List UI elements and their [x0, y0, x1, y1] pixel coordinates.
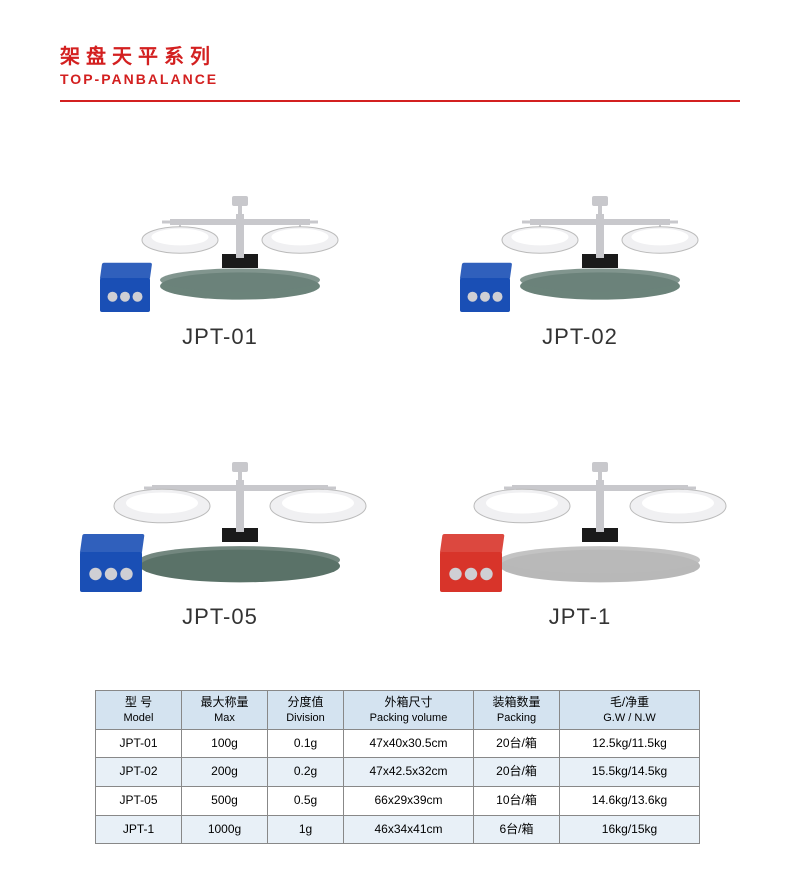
product-item: JPT-1 — [420, 370, 740, 630]
table-header-cell: 外箱尺寸 Packing volume — [344, 691, 474, 730]
header-cn: 装箱数量 — [492, 695, 540, 709]
header-cn: 分度值 — [287, 695, 323, 709]
table-cell: 20台/箱 — [474, 758, 560, 787]
product-label: JPT-02 — [542, 324, 618, 350]
balance-icon — [450, 156, 710, 316]
header-cn: 毛/净重 — [610, 695, 649, 709]
header-en: Model — [102, 711, 175, 725]
table-header-cell: 最大称量 Max — [182, 691, 268, 730]
table-cell: JPT-02 — [96, 758, 182, 787]
header-divider — [60, 100, 740, 102]
table-row: JPT-02200g0.2g47x42.5x32cm20台/箱15.5kg/14… — [96, 758, 700, 787]
table-row: JPT-05500g0.5g66x29x39cm10台/箱14.6kg/13.6… — [96, 787, 700, 816]
table-cell: 6台/箱 — [474, 815, 560, 844]
header-cn: 型 号 — [125, 695, 152, 709]
table-cell: 16kg/15kg — [560, 815, 700, 844]
table-cell: 100g — [182, 729, 268, 758]
title-chinese: 架盘天平系列 — [60, 40, 218, 69]
table-cell: 20台/箱 — [474, 729, 560, 758]
header-cn: 最大称量 — [200, 695, 248, 709]
product-item: JPT-05 — [60, 370, 380, 630]
table-cell: 1000g — [182, 815, 268, 844]
table-cell: 10台/箱 — [474, 787, 560, 816]
header-en: Max — [188, 711, 261, 725]
product-item: JPT-02 — [420, 120, 740, 350]
table-header-cell: 分度值 Division — [268, 691, 344, 730]
table-row: JPT-11000g1g46x34x41cm6台/箱16kg/15kg — [96, 815, 700, 844]
product-label: JPT-05 — [182, 604, 258, 630]
table-cell: 500g — [182, 787, 268, 816]
table-cell: 0.5g — [268, 787, 344, 816]
table-cell: 12.5kg/11.5kg — [560, 729, 700, 758]
table-cell: 0.2g — [268, 758, 344, 787]
table-cell: 47x40x30.5cm — [344, 729, 474, 758]
table-row: JPT-01100g0.1g47x40x30.5cm20台/箱12.5kg/11… — [96, 729, 700, 758]
balance-icon — [70, 416, 370, 596]
spec-table: 型 号 Model 最大称量 Max 分度值 Division 外箱尺寸 Packing vo… — [95, 690, 700, 844]
product-label: JPT-1 — [549, 604, 611, 630]
table-cell: JPT-05 — [96, 787, 182, 816]
header-en: Division — [274, 711, 337, 725]
table-cell: 14.6kg/13.6kg — [560, 787, 700, 816]
page-header: 架盘天平系列 TOP-PANBALANCE — [60, 40, 218, 87]
header-en: Packing — [480, 711, 553, 725]
table-body: JPT-01100g0.1g47x40x30.5cm20台/箱12.5kg/11… — [96, 729, 700, 843]
table-cell: 1g — [268, 815, 344, 844]
header-cn: 外箱尺寸 — [384, 695, 432, 709]
header-en: G.W / N.W — [566, 711, 693, 725]
header-en: Packing volume — [350, 711, 467, 725]
table-cell: 46x34x41cm — [344, 815, 474, 844]
balance-icon — [430, 416, 730, 596]
table-cell: 47x42.5x32cm — [344, 758, 474, 787]
product-item: JPT-01 — [60, 120, 380, 350]
product-grid: JPT-01 JPT-02 JPT-05 — [60, 120, 740, 630]
table-cell: JPT-1 — [96, 815, 182, 844]
table-header: 型 号 Model 最大称量 Max 分度值 Division 外箱尺寸 Packing vo… — [96, 691, 700, 730]
table-cell: 200g — [182, 758, 268, 787]
table-cell: JPT-01 — [96, 729, 182, 758]
product-label: JPT-01 — [182, 324, 258, 350]
table-header-cell: 装箱数量 Packing — [474, 691, 560, 730]
table-header-cell: 型 号 Model — [96, 691, 182, 730]
title-english: TOP-PANBALANCE — [60, 71, 218, 87]
table-cell: 15.5kg/14.5kg — [560, 758, 700, 787]
table-header-cell: 毛/净重 G.W / N.W — [560, 691, 700, 730]
table-cell: 66x29x39cm — [344, 787, 474, 816]
balance-icon — [90, 156, 350, 316]
table-cell: 0.1g — [268, 729, 344, 758]
